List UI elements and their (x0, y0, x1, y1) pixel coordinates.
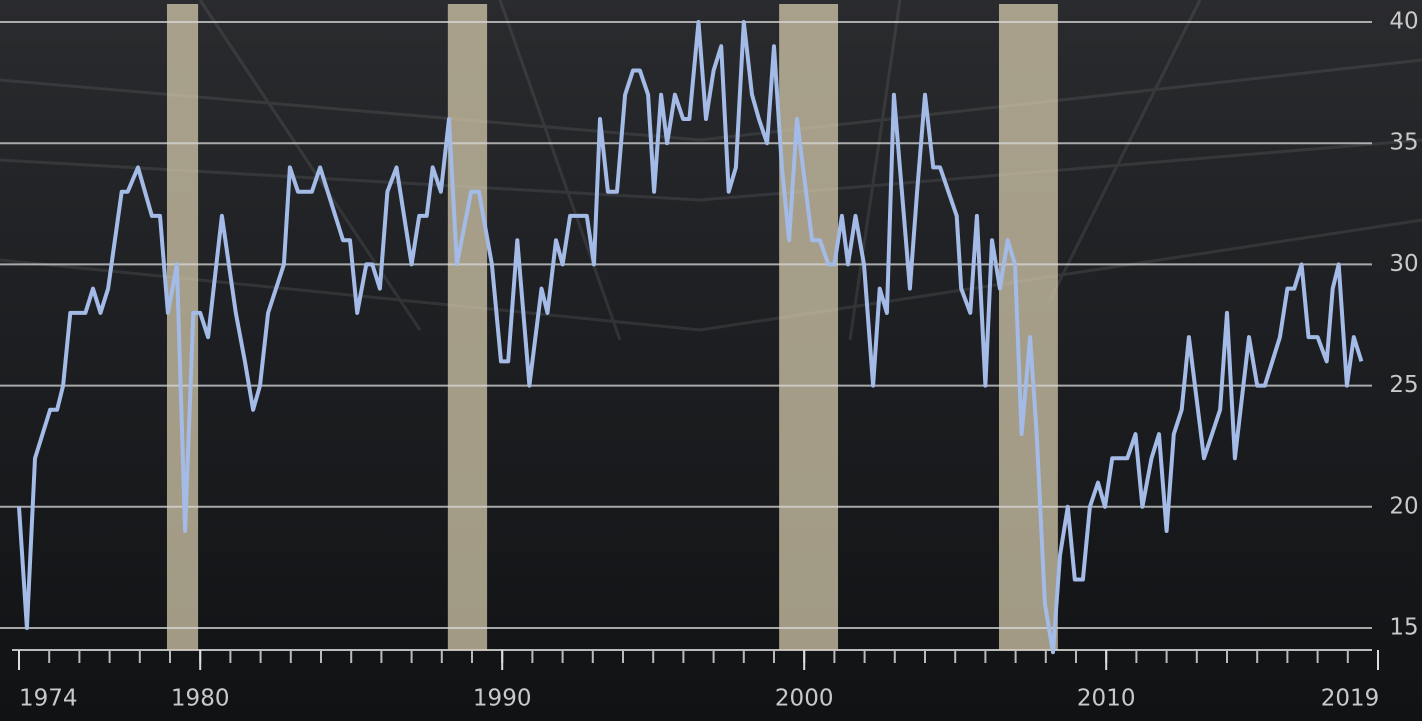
x-tick-label: 2019 (1321, 686, 1380, 712)
shaded-region (447, 4, 488, 650)
x-tick-label: 1974 (19, 686, 78, 712)
shaded-region (779, 4, 839, 650)
y-tick-label: 30 (1389, 251, 1418, 277)
shaded-region (998, 4, 1058, 650)
x-tick-label: 1980 (171, 686, 230, 712)
series-line (17, 20, 1364, 655)
y-tick-label: 35 (1389, 130, 1418, 156)
x-tick-label: 2010 (1077, 686, 1136, 712)
y-tick-label: 25 (1389, 372, 1418, 398)
x-tick-label: 2000 (775, 686, 834, 712)
y-tick-label: 20 (1389, 493, 1418, 519)
x-tick-label: 1990 (473, 686, 532, 712)
y-tick-label: 15 (1389, 615, 1418, 641)
y-tick-label: 40 (1389, 9, 1418, 35)
